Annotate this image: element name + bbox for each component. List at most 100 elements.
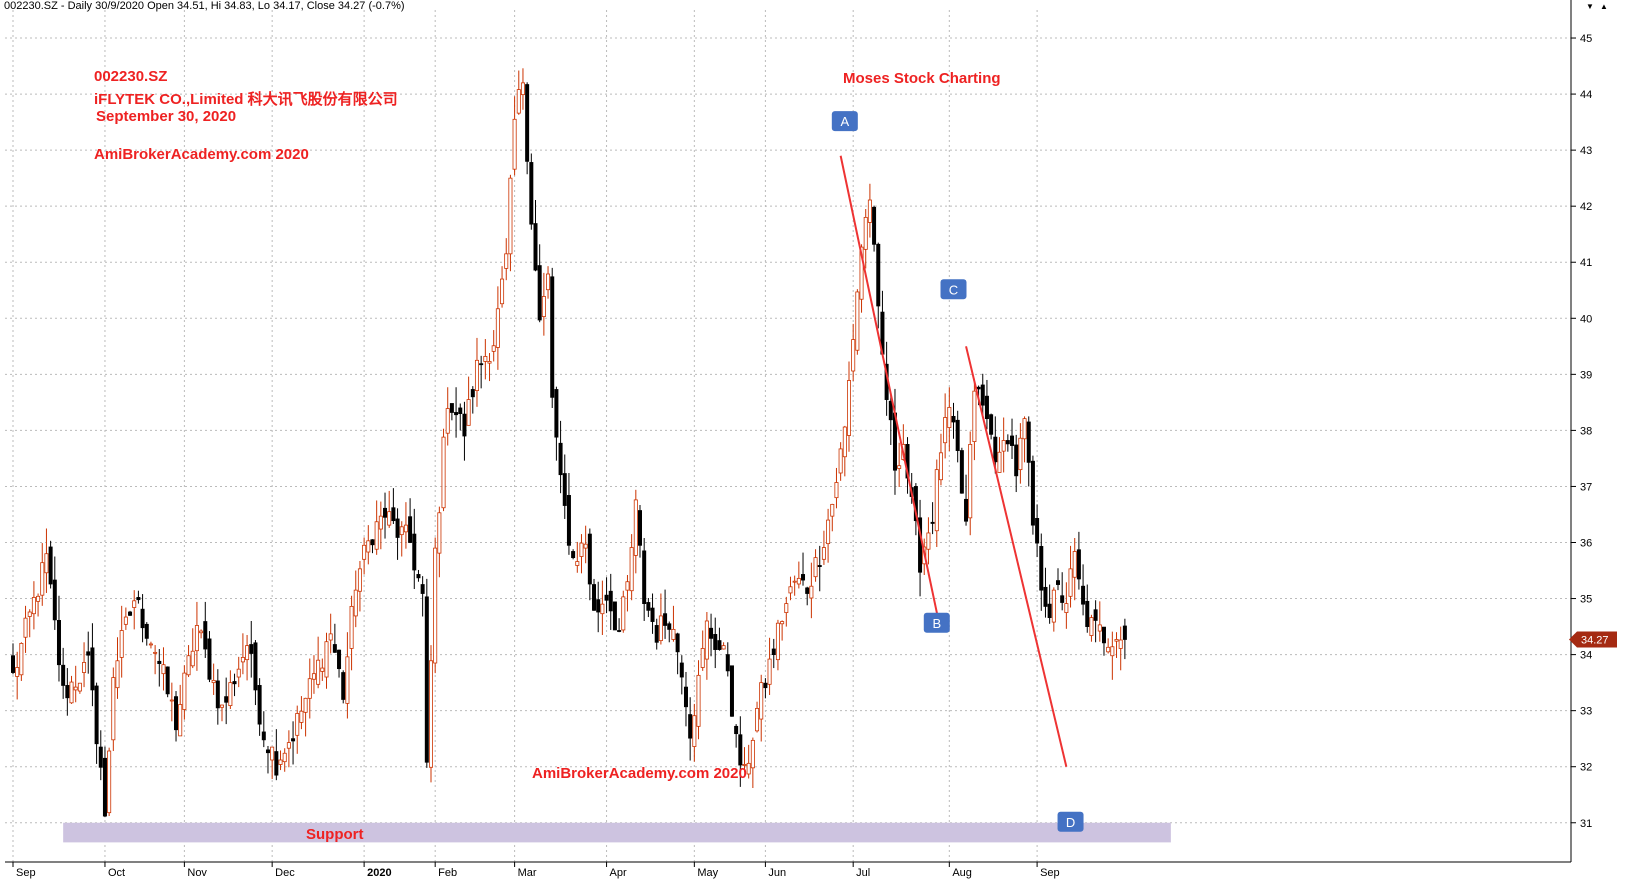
candle-body [161, 664, 166, 675]
candle-up [445, 387, 450, 446]
candle-body [40, 562, 45, 596]
candle-down [683, 671, 688, 727]
site-annotation-top: AmiBrokerAcademy.com 2020 [94, 146, 309, 163]
candle-body [1051, 589, 1056, 623]
candle-body [792, 580, 797, 583]
candle-down [888, 395, 893, 445]
x-tick-label: 2020 [367, 867, 391, 879]
candle-body [650, 607, 655, 622]
candle-body [278, 759, 283, 765]
candle-body [470, 389, 475, 398]
candle-body [190, 650, 195, 667]
candle-body [182, 672, 187, 710]
candle-body [642, 550, 647, 604]
candle-body [587, 533, 592, 585]
candle-up [1018, 423, 1023, 484]
candle-up [69, 675, 74, 704]
candle-up [520, 68, 525, 110]
candle-body [972, 390, 977, 443]
candle-body [449, 403, 454, 413]
candle-body [65, 685, 70, 699]
candle-body [675, 633, 680, 653]
wave-label-box [1057, 811, 1084, 832]
candle-body [830, 503, 835, 517]
candle-body [458, 407, 463, 414]
candle-body [320, 667, 325, 672]
scroll-up-icon[interactable]: ▲ [1600, 2, 1608, 11]
candle-body [888, 400, 893, 421]
candle-body [575, 561, 580, 566]
candle-body [550, 276, 555, 398]
support-zone [63, 822, 1171, 843]
candle-body [533, 223, 538, 271]
candle-body [654, 625, 659, 643]
y-tick-label: 33 [1580, 706, 1592, 718]
candle-body [454, 412, 459, 416]
candle-up [809, 562, 814, 619]
candle-down [663, 589, 668, 639]
candle-up [182, 665, 187, 720]
candle-up [73, 665, 78, 703]
candle-body [98, 746, 103, 768]
candle-body [759, 682, 764, 720]
candle-body [984, 395, 989, 420]
candle-body [625, 581, 630, 591]
candle-down [90, 623, 95, 707]
candle-body [324, 641, 329, 678]
candle-body [362, 544, 367, 560]
candle-up [245, 634, 250, 681]
candle-body [1072, 551, 1077, 578]
candle-up [788, 576, 793, 601]
candle-up [236, 656, 241, 688]
x-tick-label: Jul [856, 867, 870, 879]
candle-up [219, 704, 224, 722]
candle-down [98, 730, 103, 781]
candle-up [403, 502, 408, 549]
candle-body [207, 638, 212, 680]
candle-body [592, 584, 597, 611]
candle-up [441, 428, 446, 512]
candle-body [629, 547, 634, 592]
candle-body [612, 601, 617, 631]
candle-body [571, 551, 576, 559]
candle-body [178, 704, 183, 737]
candle-body [750, 739, 755, 769]
candle-body [1060, 595, 1065, 603]
wave-label-text: B [932, 616, 941, 631]
candle-body [529, 162, 534, 225]
candle-down [1030, 455, 1035, 535]
candle-down [533, 200, 538, 272]
candle-body [487, 361, 492, 364]
candle-down [1060, 572, 1065, 611]
candle-down [993, 416, 998, 474]
candle-body [863, 216, 868, 250]
candle-up [863, 208, 868, 269]
scroll-down-icon[interactable]: ▼ [1586, 2, 1594, 11]
candle-down [1014, 434, 1019, 493]
candle-body [73, 686, 78, 691]
candle-up [433, 537, 438, 674]
candle-up [972, 378, 977, 461]
candle-body [332, 644, 337, 653]
last-price-tag-label: 34.27 [1581, 634, 1609, 646]
candle-body [378, 515, 383, 530]
candle-up [270, 746, 275, 780]
candle-body [679, 662, 684, 678]
candle-body [838, 448, 843, 474]
candle-body [391, 507, 396, 522]
candle-down [713, 617, 718, 669]
candle-body [1030, 460, 1035, 526]
candle-up [1051, 587, 1056, 632]
candle-body [1001, 440, 1006, 452]
candle-down [654, 618, 659, 650]
candle-body [236, 668, 241, 678]
candle-body [370, 539, 375, 546]
candle-body [1068, 568, 1073, 597]
candle-down [157, 649, 162, 687]
candle-body [805, 587, 810, 594]
candle-body [199, 630, 204, 634]
candle-up [926, 517, 931, 565]
candle-body [86, 651, 91, 656]
candle-down [391, 488, 396, 525]
y-tick-label: 31 [1580, 818, 1592, 830]
